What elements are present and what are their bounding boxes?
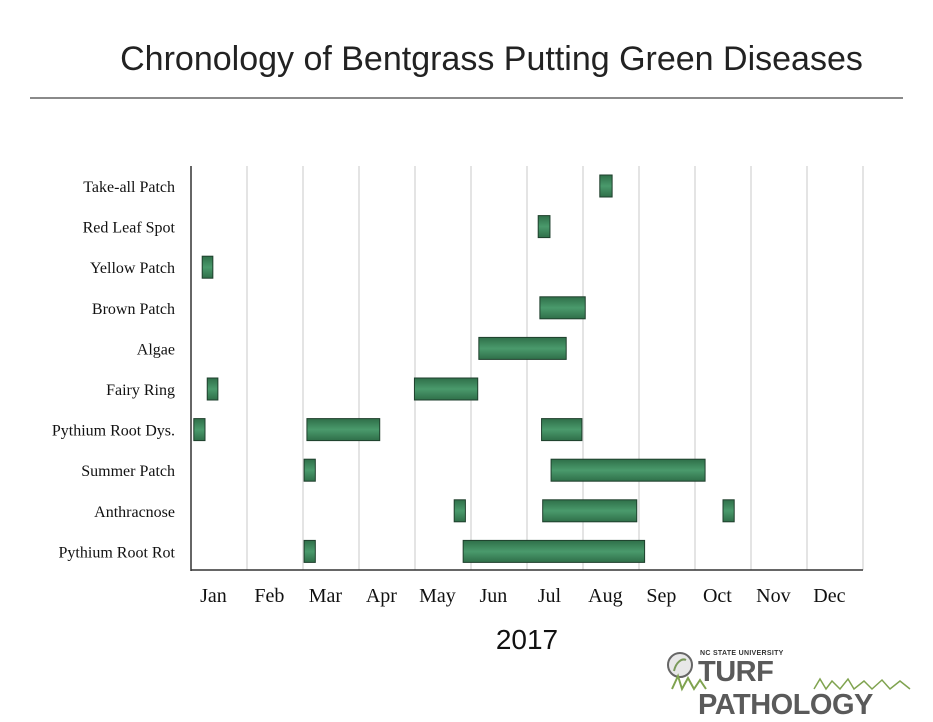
- month-tick-label: Apr: [366, 585, 397, 607]
- disease-period-bar: [453, 499, 466, 523]
- logo-university-text: NC STATE UNIVERSITY: [700, 650, 784, 657]
- month-tick-label: Jun: [480, 585, 508, 607]
- disease-period-bar: [539, 296, 586, 320]
- disease-period-bar: [599, 174, 613, 198]
- month-tick-label: Mar: [309, 585, 343, 607]
- month-labels: Jan Feb Mar Apr May Jun Jul Aug Sep Oct Nov Dec: [200, 585, 846, 607]
- disease-label: Anthracnose: [94, 504, 175, 521]
- turf-pathology-logo: NC STATE UNIVERSITY TURF PATHOLOGY: [664, 648, 924, 721]
- magnifier-logo-icon: [667, 652, 911, 692]
- disease-label: Take-all Patch: [83, 179, 175, 196]
- chart-title: Chronology of Bentgrass Putting Green Di…: [120, 40, 863, 78]
- year-label: 2017: [495, 624, 559, 655]
- disease-period-bar: [201, 255, 214, 279]
- month-tick-label: Feb: [254, 585, 284, 607]
- disease-label: Pythium Root Rot: [59, 544, 176, 561]
- disease-period-bar: [303, 458, 316, 482]
- disease-label: Yellow Patch: [90, 260, 175, 277]
- month-tick-label: Jul: [538, 585, 562, 607]
- disease-label: Fairy Ring: [106, 382, 175, 399]
- title-rule: [30, 97, 903, 99]
- month-tick-label: Oct: [703, 585, 732, 607]
- disease-period-bar: [478, 336, 567, 360]
- disease-label: Red Leaf Spot: [83, 220, 176, 237]
- month-tick-label: Sep: [646, 585, 676, 607]
- disease-period-bar: [542, 499, 638, 523]
- axes: [190, 166, 863, 571]
- month-tick-label: May: [419, 585, 456, 607]
- disease-period-bar: [306, 418, 381, 442]
- disease-period-bar: [303, 539, 316, 563]
- disease-labels: Take-all Patch Red Leaf Spot Yellow Patch B…: [52, 179, 176, 561]
- disease-label: Algae: [137, 341, 175, 358]
- disease-bars: [193, 174, 735, 563]
- disease-label: Brown Patch: [92, 301, 175, 318]
- disease-label: Pythium Root Dys.: [52, 423, 175, 440]
- disease-period-bar: [193, 418, 206, 442]
- month-tick-label: Aug: [588, 585, 622, 607]
- disease-label: Summer Patch: [81, 463, 175, 480]
- disease-period-bar: [413, 377, 479, 401]
- month-tick-label: Dec: [813, 585, 845, 607]
- month-tick-label: Jan: [200, 585, 227, 607]
- month-tick-label: Nov: [756, 585, 790, 607]
- disease-period-bar: [541, 418, 583, 442]
- disease-period-bar: [537, 215, 551, 239]
- logo-name-text: TURF PATHOLOGY: [698, 656, 873, 721]
- disease-period-bar: [722, 499, 735, 523]
- disease-gantt-chart: Take-all Patch Red Leaf Spot Yellow Patch B…: [52, 166, 864, 607]
- disease-period-bar: [550, 458, 706, 482]
- disease-period-bar: [462, 539, 646, 563]
- disease-period-bar: [206, 377, 219, 401]
